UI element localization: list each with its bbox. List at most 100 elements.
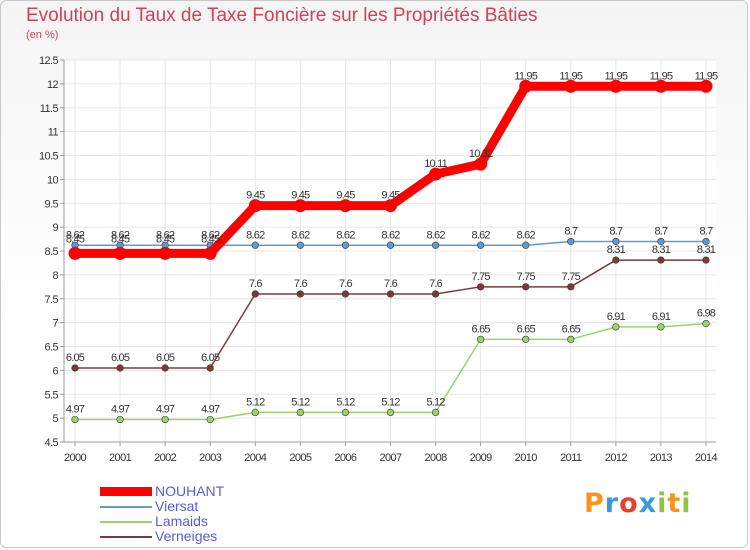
data-label-verneiges: 7.6 — [384, 278, 398, 290]
logo-letter: t — [667, 488, 682, 519]
data-label-lamaids: 6.65 — [517, 323, 536, 335]
data-label-verneiges: 7.6 — [294, 278, 308, 290]
data-label-nouhant: 8.45 — [156, 233, 175, 245]
data-point-verneiges — [206, 364, 214, 372]
data-point-nouhant — [203, 246, 217, 260]
data-point-lamaids — [657, 323, 665, 331]
x-tick-label: 2001 — [109, 452, 132, 464]
data-label-viersat: 8.62 — [246, 229, 265, 241]
legend-swatch-nouhant — [100, 487, 152, 496]
data-label-lamaids: 5.12 — [426, 396, 445, 408]
data-label-viersat: 8.62 — [517, 229, 536, 241]
x-tick-label: 2005 — [289, 452, 312, 464]
data-label-verneiges: 7.6 — [339, 278, 353, 290]
data-label-viersat: 8.62 — [111, 229, 130, 241]
data-label-nouhant: 9.45 — [291, 190, 310, 202]
data-label-viersat: 8.62 — [336, 229, 355, 241]
data-point-viersat — [612, 237, 620, 246]
data-point-lamaids — [431, 408, 440, 416]
data-label-lamaids: 5.12 — [291, 396, 310, 408]
data-label-lamaids: 6.65 — [472, 323, 491, 335]
y-tick-label: 12 — [47, 79, 59, 91]
data-label-nouhant: 11.95 — [559, 70, 582, 82]
data-point-nouhant — [384, 199, 397, 213]
data-label-nouhant: 8.45 — [111, 233, 130, 245]
legend-label-viersat: Viersat — [155, 498, 199, 514]
data-label-viersat: 8.7 — [609, 225, 623, 237]
x-tick-label: 2000 — [64, 452, 87, 464]
data-label-lamaids: 5.12 — [246, 396, 265, 408]
data-point-lamaids — [251, 408, 259, 416]
data-point-verneiges — [431, 290, 440, 298]
logo-letter: i — [681, 488, 692, 519]
data-label-nouhant: 8.45 — [66, 233, 85, 245]
data-point-lamaids — [161, 415, 169, 424]
legend-label-lamaids: Lamaids — [155, 513, 208, 529]
y-tick-label: 6 — [52, 365, 58, 377]
data-point-nouhant — [113, 246, 127, 260]
y-tick-label: 9 — [52, 222, 58, 234]
x-tick-label: 2008 — [425, 452, 448, 464]
data-point-nouhant — [68, 246, 82, 260]
data-label-nouhant: 11.95 — [514, 70, 537, 82]
data-point-lamaids — [341, 408, 350, 416]
data-label-lamaids: 5.12 — [336, 396, 355, 408]
y-tick-label: 8.5 — [45, 246, 59, 258]
legend-swatch-lamaids — [100, 521, 152, 523]
data-label-nouhant: 10.32 — [469, 148, 493, 160]
data-point-nouhant — [654, 79, 668, 93]
y-tick-label: 11 — [48, 127, 59, 139]
data-point-viersat — [657, 237, 665, 246]
data-label-verneiges: 7.75 — [517, 271, 536, 283]
data-point-viersat — [251, 241, 259, 249]
data-label-viersat: 8.62 — [472, 229, 491, 241]
logo-letter: o — [619, 488, 639, 519]
data-label-verneiges: 8.31 — [652, 244, 671, 256]
data-point-lamaids — [567, 335, 575, 343]
data-label-viersat: 8.62 — [201, 229, 220, 241]
data-label-nouhant: 9.45 — [381, 190, 400, 202]
data-point-lamaids — [386, 408, 395, 416]
data-point-verneiges — [612, 256, 620, 264]
x-tick-label: 2012 — [605, 452, 628, 464]
data-label-verneiges: 8.31 — [607, 244, 626, 256]
data-label-lamaids: 6.91 — [652, 311, 671, 323]
data-point-lamaids — [206, 415, 214, 424]
data-point-verneiges — [296, 290, 304, 298]
data-label-lamaids: 6.98 — [697, 308, 716, 320]
y-tick-label: 4.5 — [45, 437, 59, 449]
x-tick-label: 2004 — [244, 452, 267, 464]
data-label-verneiges: 7.6 — [429, 278, 443, 290]
x-tick-label: 2011 — [560, 452, 582, 464]
data-label-lamaids: 4.97 — [156, 404, 175, 416]
data-point-nouhant — [564, 79, 578, 93]
data-point-verneiges — [477, 283, 485, 291]
data-point-lamaids — [477, 335, 485, 343]
chart-unit: (en %) — [26, 29, 59, 41]
data-label-viersat: 8.7 — [654, 225, 668, 237]
data-point-lamaids — [702, 319, 710, 328]
x-tick-label: 2010 — [515, 452, 538, 464]
data-point-viersat — [386, 241, 395, 249]
data-label-viersat: 8.62 — [156, 229, 175, 241]
data-point-verneiges — [522, 283, 530, 291]
data-point-verneiges — [567, 283, 575, 291]
y-tick-label: 7 — [52, 318, 58, 330]
data-point-verneiges — [116, 364, 124, 372]
data-point-nouhant — [609, 79, 623, 93]
logo-letter: i — [657, 488, 668, 519]
x-tick-label: 2013 — [650, 452, 673, 464]
data-label-verneiges: 6.05 — [111, 352, 130, 364]
x-tick-label: 2014 — [695, 452, 718, 464]
logo-letter: x — [638, 488, 658, 519]
data-point-viersat — [431, 241, 440, 249]
data-point-nouhant — [519, 79, 533, 93]
data-point-lamaids — [71, 415, 79, 424]
y-tick-label: 8 — [52, 270, 58, 282]
data-label-lamaids: 4.97 — [111, 404, 130, 416]
data-point-verneiges — [386, 290, 395, 298]
x-tick-label: 2002 — [154, 452, 177, 464]
x-tick-label: 2003 — [199, 452, 222, 464]
data-point-lamaids — [522, 335, 530, 343]
